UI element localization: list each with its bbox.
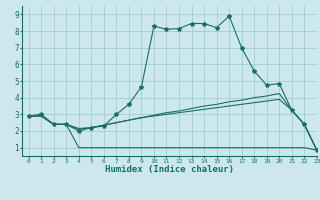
X-axis label: Humidex (Indice chaleur): Humidex (Indice chaleur) <box>105 165 234 174</box>
